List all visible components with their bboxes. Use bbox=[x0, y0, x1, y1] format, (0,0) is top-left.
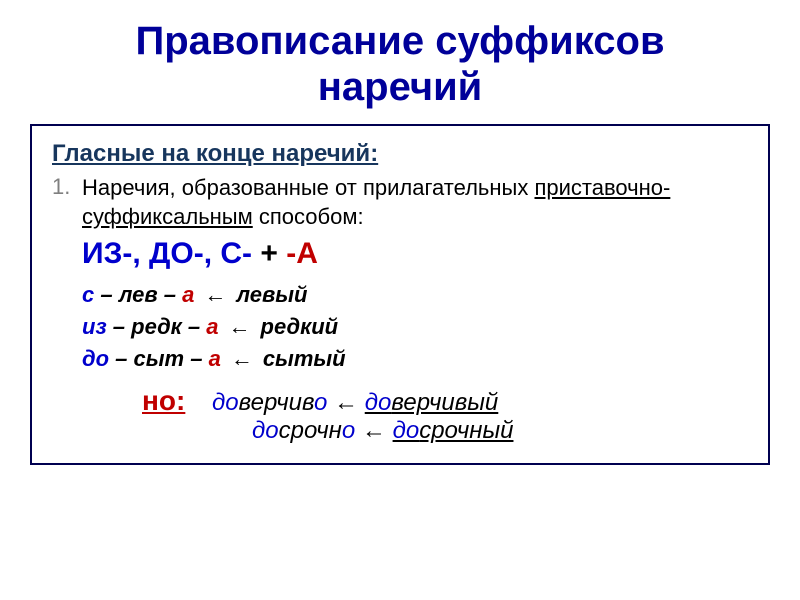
arrow-icon: ← bbox=[231, 346, 253, 371]
but2-mid: срочн bbox=[279, 417, 342, 444]
but1-src-rest: верчивый bbox=[391, 389, 498, 416]
example-1: с – лев – а ← левый bbox=[82, 279, 748, 311]
slide-title: Правописание суффиксов наречий bbox=[30, 18, 770, 110]
example-2: из – редк – а ← редкий bbox=[82, 311, 748, 343]
example-3: до – сыт – а ← сытый bbox=[82, 343, 748, 375]
intro-plain: Наречия, образованные от прилагательных bbox=[82, 175, 534, 200]
rule-block: ИЗ-, ДО-, С- + -А с – лев – а ← левый из –… bbox=[82, 237, 748, 445]
slide: Правописание суффиксов наречий Гласные н… bbox=[0, 0, 800, 600]
ex1-prefix: с bbox=[82, 282, 94, 307]
rule-suffix: -А bbox=[286, 237, 318, 270]
but1-mid: верчив bbox=[239, 389, 314, 416]
arrow-icon: ← bbox=[204, 282, 226, 307]
but2-end: о bbox=[342, 417, 355, 444]
but1-end: о bbox=[314, 389, 327, 416]
list-number: 1. bbox=[52, 174, 82, 200]
arrow-icon: ← bbox=[355, 417, 392, 444]
but-label: но: bbox=[142, 385, 185, 416]
ex1-suffix: а bbox=[182, 282, 194, 307]
ex2-prefix: из bbox=[82, 314, 107, 339]
exception-line-1: но: доверчиво ← доверчивый bbox=[142, 385, 748, 417]
content-box: Гласные на конце наречий: 1. Наречия, об… bbox=[30, 124, 770, 465]
but1-prefix: до bbox=[212, 389, 239, 416]
ex2-suffix: а bbox=[206, 314, 218, 339]
section-subtitle: Гласные на конце наречий: bbox=[52, 140, 748, 168]
ex1-source: левый bbox=[236, 282, 307, 307]
rule-plus: + bbox=[252, 237, 286, 270]
title-line-2: наречий bbox=[318, 65, 483, 109]
but2-src-prefix: до bbox=[393, 417, 420, 444]
ex3-source: сытый bbox=[263, 346, 346, 371]
list-item-1: 1. Наречия, образованные от прилагательн… bbox=[52, 174, 748, 231]
ex2-root: – редк – bbox=[107, 314, 207, 339]
ex3-prefix: до bbox=[82, 346, 109, 371]
arrow-icon: ← bbox=[327, 389, 364, 416]
ex3-suffix: а bbox=[209, 346, 221, 371]
rule-line: ИЗ-, ДО-, С- + -А bbox=[82, 237, 748, 271]
rule-prefixes: ИЗ-, ДО-, С- bbox=[82, 237, 252, 270]
intro-text: Наречия, образованные от прилагательных … bbox=[82, 174, 748, 231]
but2-prefix: до bbox=[252, 417, 279, 444]
ex2-source: редкий bbox=[261, 314, 339, 339]
but1-src-prefix: до bbox=[365, 389, 392, 416]
ex3-root: – сыт – bbox=[109, 346, 209, 371]
exception-line-2: досрочно ← досрочный bbox=[252, 417, 748, 445]
ex1-root: – лев – bbox=[94, 282, 182, 307]
but2-src-rest: срочный bbox=[419, 417, 513, 444]
arrow-icon: ← bbox=[229, 314, 251, 339]
title-line-1: Правописание суффиксов bbox=[135, 19, 664, 63]
intro-tail: способом: bbox=[253, 204, 364, 229]
